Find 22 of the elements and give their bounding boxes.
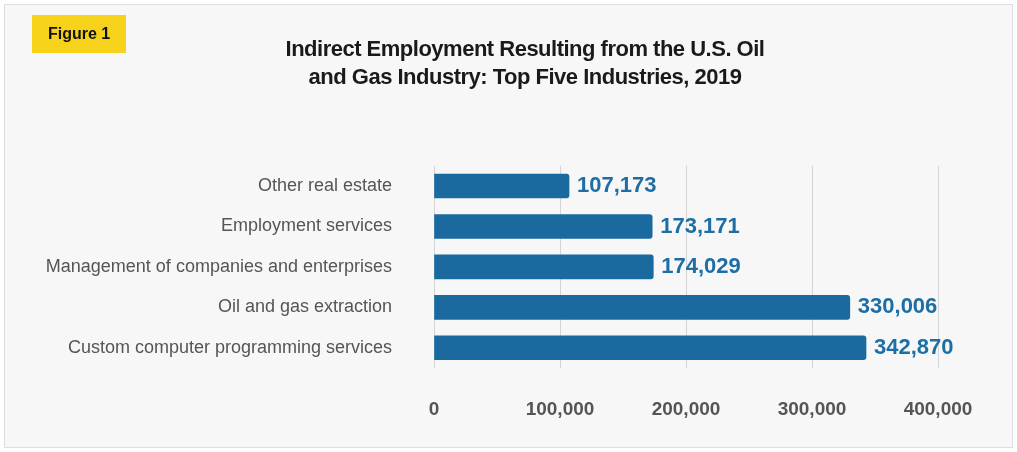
data-label: 342,870 xyxy=(874,333,954,359)
bar xyxy=(434,335,867,361)
caption: Figure 1 xyxy=(32,15,127,53)
x-tick-label: 0 xyxy=(428,397,440,419)
chart-title: Indirect Employment Resulting from the U.S. Oil and Gas Industry: Top Five Industries, 2019 xyxy=(284,35,766,91)
bar xyxy=(434,254,654,280)
data-label: 107,173 xyxy=(577,172,657,198)
x-tick-label: 100,000 xyxy=(525,397,595,419)
y-tick-label: Management of companies and enterprises xyxy=(45,255,392,276)
x-tick-label: 200,000 xyxy=(651,397,721,419)
x-tick-label: 400,000 xyxy=(903,397,973,419)
y-tick-label: Custom computer programming services xyxy=(67,336,392,357)
y-tick-label: Oil and gas extraction xyxy=(217,296,392,317)
y-tick-label: Other real estate xyxy=(257,174,392,195)
bar xyxy=(434,173,570,199)
data-label: 330,006 xyxy=(857,293,938,319)
data-label: 174,029 xyxy=(661,252,741,278)
x-tick-label: 300,000 xyxy=(777,397,847,419)
y-tick-label: Employment services xyxy=(220,215,392,236)
bar xyxy=(434,214,653,239)
bar xyxy=(434,295,851,320)
data-label: 173,171 xyxy=(660,212,740,238)
